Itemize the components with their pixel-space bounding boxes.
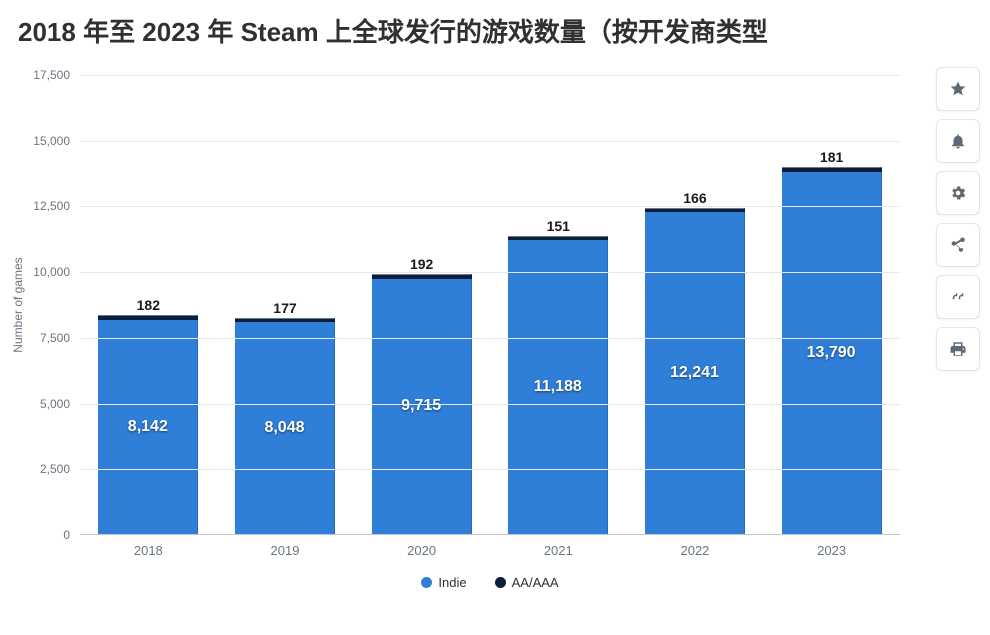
grid-line [80,469,900,470]
bar-segment-indie: 13,790 [782,172,882,534]
bar-value-top: 182 [137,297,160,313]
bar[interactable]: 192 9,715 [372,75,472,534]
toolbar [936,67,984,371]
legend-swatch [495,577,506,588]
print-button[interactable] [936,327,980,371]
bar-segment-indie: 8,048 [235,322,335,534]
content-area: Number of games 182 8,142 177 8,048 192 9,715… [0,55,990,635]
bar-value-top: 151 [547,218,570,234]
y-tick: 12,500 [33,199,80,213]
bar-value-indie: 13,790 [782,172,881,534]
quote-icon [949,288,967,306]
y-axis-label: Number of games [11,257,25,352]
legend-label: AA/AAA [512,575,559,590]
legend-item[interactable]: AA/AAA [495,575,559,590]
bar[interactable]: 177 8,048 [235,75,335,534]
x-tick: 2022 [680,535,709,558]
y-tick: 0 [63,528,80,542]
grid-line [80,404,900,405]
grid-line [80,206,900,207]
bar-value-indie: 9,715 [372,279,471,534]
notify-button[interactable] [936,119,980,163]
grid-line [80,75,900,76]
bar-value-indie: 8,048 [235,322,334,534]
grid-line [80,141,900,142]
bar-value-top: 192 [410,256,433,272]
x-tick: 2021 [544,535,573,558]
legend-item[interactable]: Indie [421,575,466,590]
bar-value-top: 166 [683,190,706,206]
share-button[interactable] [936,223,980,267]
bar[interactable]: 181 13,790 [782,75,882,534]
grid-line [80,338,900,339]
bar[interactable]: 166 12,241 [645,75,745,534]
legend-swatch [421,577,432,588]
bars-container: 182 8,142 177 8,048 192 9,715 151 11,188 166 12,2… [80,75,900,534]
bar-segment-indie: 9,715 [372,279,472,534]
bar-value-top: 177 [273,300,296,316]
y-tick: 5,000 [40,397,80,411]
cite-button[interactable] [936,275,980,319]
bar-value-indie: 11,188 [508,240,607,534]
star-icon [949,80,967,98]
bar-segment-indie: 11,188 [508,240,608,534]
print-icon [949,340,967,358]
y-tick: 17,500 [33,68,80,82]
legend: Indie AA/AAA [80,575,900,590]
chart: Number of games 182 8,142 177 8,048 192 9,715… [0,55,930,635]
y-tick: 7,500 [40,331,80,345]
x-tick: 2019 [271,535,300,558]
x-axis: 2018 2019 2020 2021 2022 2023 [80,535,900,558]
chart-title: 2018 年至 2023 年 Steam 上全球发行的游戏数量（按开发商类型 [0,0,990,55]
bar-value-indie: 12,241 [645,212,744,534]
share-icon [949,236,967,254]
bar-value-indie: 8,142 [98,320,197,534]
settings-button[interactable] [936,171,980,215]
bar[interactable]: 151 11,188 [508,75,608,534]
x-tick: 2020 [407,535,436,558]
favorite-button[interactable] [936,67,980,111]
bar-segment-indie: 12,241 [645,212,745,534]
gear-icon [949,184,967,202]
bar[interactable]: 182 8,142 [98,75,198,534]
x-tick: 2023 [817,535,846,558]
x-tick: 2018 [134,535,163,558]
y-tick: 15,000 [33,134,80,148]
bell-icon [949,132,967,150]
bar-value-top: 181 [820,149,843,165]
y-tick: 2,500 [40,462,80,476]
bar-segment-indie: 8,142 [98,320,198,534]
plot-area: 182 8,142 177 8,048 192 9,715 151 11,188 166 12,2… [80,75,900,535]
grid-line [80,272,900,273]
legend-label: Indie [438,575,466,590]
y-tick: 10,000 [33,265,80,279]
